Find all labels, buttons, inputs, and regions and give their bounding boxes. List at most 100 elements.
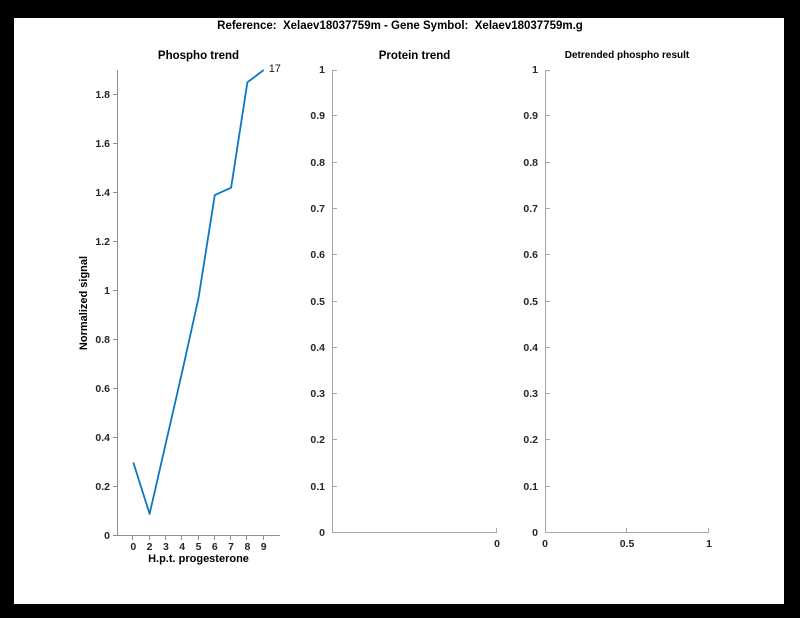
y-tick-label: 0.9	[523, 110, 538, 123]
y-tick-mark	[333, 207, 337, 209]
y-tick-label: 0.7	[310, 202, 325, 215]
y-tick-label: 0.8	[523, 156, 538, 169]
y-tick-label: 0.9	[310, 110, 325, 123]
y-tick-mark	[546, 346, 550, 348]
x-tick-label: 0	[494, 538, 500, 550]
y-tick-label: 1	[319, 64, 325, 76]
y-tick-mark	[113, 436, 117, 438]
x-tick-label: 1	[706, 538, 712, 550]
x-tick-mark	[197, 536, 199, 540]
x-tick-mark	[164, 536, 166, 540]
y-tick-mark	[113, 485, 117, 487]
y-tick-mark	[546, 115, 550, 117]
x-tick-label: 3	[162, 541, 169, 553]
y-tick-label: 0.3	[523, 388, 538, 401]
y-tick-mark	[546, 300, 550, 302]
phospho-trend-plot: 0 0.2 0.4 0.6 0.8 1 1.2 1.4 1.6 1.8 0 2 3 4 5 6 7 8 9 17	[95, 63, 281, 553]
y-tick-label: 0.8	[310, 156, 325, 169]
y-axis-spine	[332, 70, 333, 533]
y-tick-label: 0.2	[95, 480, 110, 493]
y-tick-mark	[113, 535, 117, 536]
x-tick-mark	[262, 536, 264, 540]
y-tick-label: 0.5	[310, 295, 325, 308]
x-tick-label: 0	[130, 541, 137, 553]
y-tick-mark	[113, 142, 117, 144]
y-tick-label: 1	[104, 284, 110, 297]
x-axis-spine	[332, 532, 497, 533]
y-tick-label: 0	[532, 527, 538, 539]
y-tick-mark	[546, 393, 550, 395]
y-tick-label: 0.3	[310, 388, 325, 401]
protein-trend-title: Protein trend	[378, 50, 451, 62]
y-tick-label: 1.6	[95, 137, 110, 150]
y-tick-mark	[113, 338, 117, 340]
y-tick-label: 0	[104, 530, 110, 542]
y-tick-label: 1	[532, 64, 538, 76]
x-tick-mark	[246, 536, 248, 540]
y-tick-mark	[333, 300, 337, 302]
x-tick-label: 5	[195, 541, 202, 553]
y-tick-label: 0.6	[310, 249, 325, 262]
y-tick-mark	[546, 532, 550, 533]
x-tick-mark	[148, 536, 150, 540]
y-tick-label: 0.7	[523, 202, 538, 215]
detrended-phospho-title: Detrended phospho result	[564, 50, 690, 61]
y-tick-label: 0.2	[310, 434, 325, 447]
line-end-annotation: 17	[268, 63, 281, 75]
y-tick-mark	[333, 439, 337, 441]
y-tick-mark	[113, 191, 117, 193]
y-tick-mark	[113, 240, 117, 242]
detrended-phospho-plot: 0 0.1 0.2 0.3 0.4 0.5 0.6 0.7 0.8 0.9 1 0 0.5 1	[523, 64, 712, 550]
y-tick-mark	[333, 70, 337, 71]
figure-title: Reference: Xelaev18037759m - Gene Symbol…	[217, 20, 583, 32]
y-tick-mark	[113, 289, 117, 291]
y-tick-label: 0.4	[523, 341, 538, 354]
y-tick-label: 0.6	[523, 249, 538, 262]
y-tick-label: 0.1	[310, 480, 325, 493]
protein-trend-plot: 0 0.1 0.2 0.3 0.4 0.5 0.6 0.7 0.8 0.9 1 0	[310, 64, 500, 550]
y-axis-spine	[545, 70, 546, 533]
y-tick-mark	[113, 93, 117, 95]
y-tick-mark	[546, 161, 550, 163]
x-tick-mark	[230, 536, 232, 540]
x-tick-label: 2	[146, 541, 153, 553]
x-axis-label: H.p.t. progesterone	[148, 553, 249, 565]
y-tick-label: 0.6	[95, 382, 110, 395]
y-tick-mark	[546, 70, 550, 71]
y-tick-label: 0.4	[310, 341, 325, 354]
x-tick-mark	[213, 536, 215, 540]
y-tick-label: 0.4	[95, 431, 110, 444]
y-tick-mark	[546, 439, 550, 441]
y-tick-mark	[333, 254, 337, 256]
x-tick-mark	[708, 528, 709, 532]
y-tick-label: 0.1	[523, 480, 538, 493]
y-tick-label: 1.8	[95, 88, 110, 101]
y-tick-label: 0	[319, 527, 325, 539]
y-tick-label: 0.8	[95, 333, 110, 346]
x-axis-spine	[545, 532, 709, 533]
x-tick-mark	[132, 536, 134, 540]
x-tick-mark	[626, 528, 627, 532]
x-tick-label: 0	[542, 538, 548, 550]
x-axis-spine	[117, 535, 280, 536]
figure-canvas	[14, 18, 784, 604]
y-axis-spine	[117, 70, 118, 536]
y-tick-label: 1.4	[95, 186, 110, 199]
y-tick-label: 0.5	[523, 295, 538, 308]
trend-line-svg	[132, 69, 265, 515]
y-tick-mark	[113, 387, 117, 389]
y-tick-mark	[546, 485, 550, 487]
x-tick-label: 7	[228, 541, 235, 553]
x-tick-mark	[545, 528, 546, 532]
y-tick-mark	[333, 393, 337, 395]
y-tick-label: 0.2	[523, 434, 538, 447]
x-tick-label: 4	[179, 541, 186, 553]
x-tick-label: 9	[260, 541, 267, 553]
x-tick-label: 0.5	[619, 538, 635, 550]
x-tick-mark	[496, 528, 497, 532]
trend-line	[132, 69, 265, 515]
y-tick-mark	[333, 532, 337, 533]
y-tick-mark	[333, 115, 337, 117]
y-tick-mark	[333, 161, 337, 163]
